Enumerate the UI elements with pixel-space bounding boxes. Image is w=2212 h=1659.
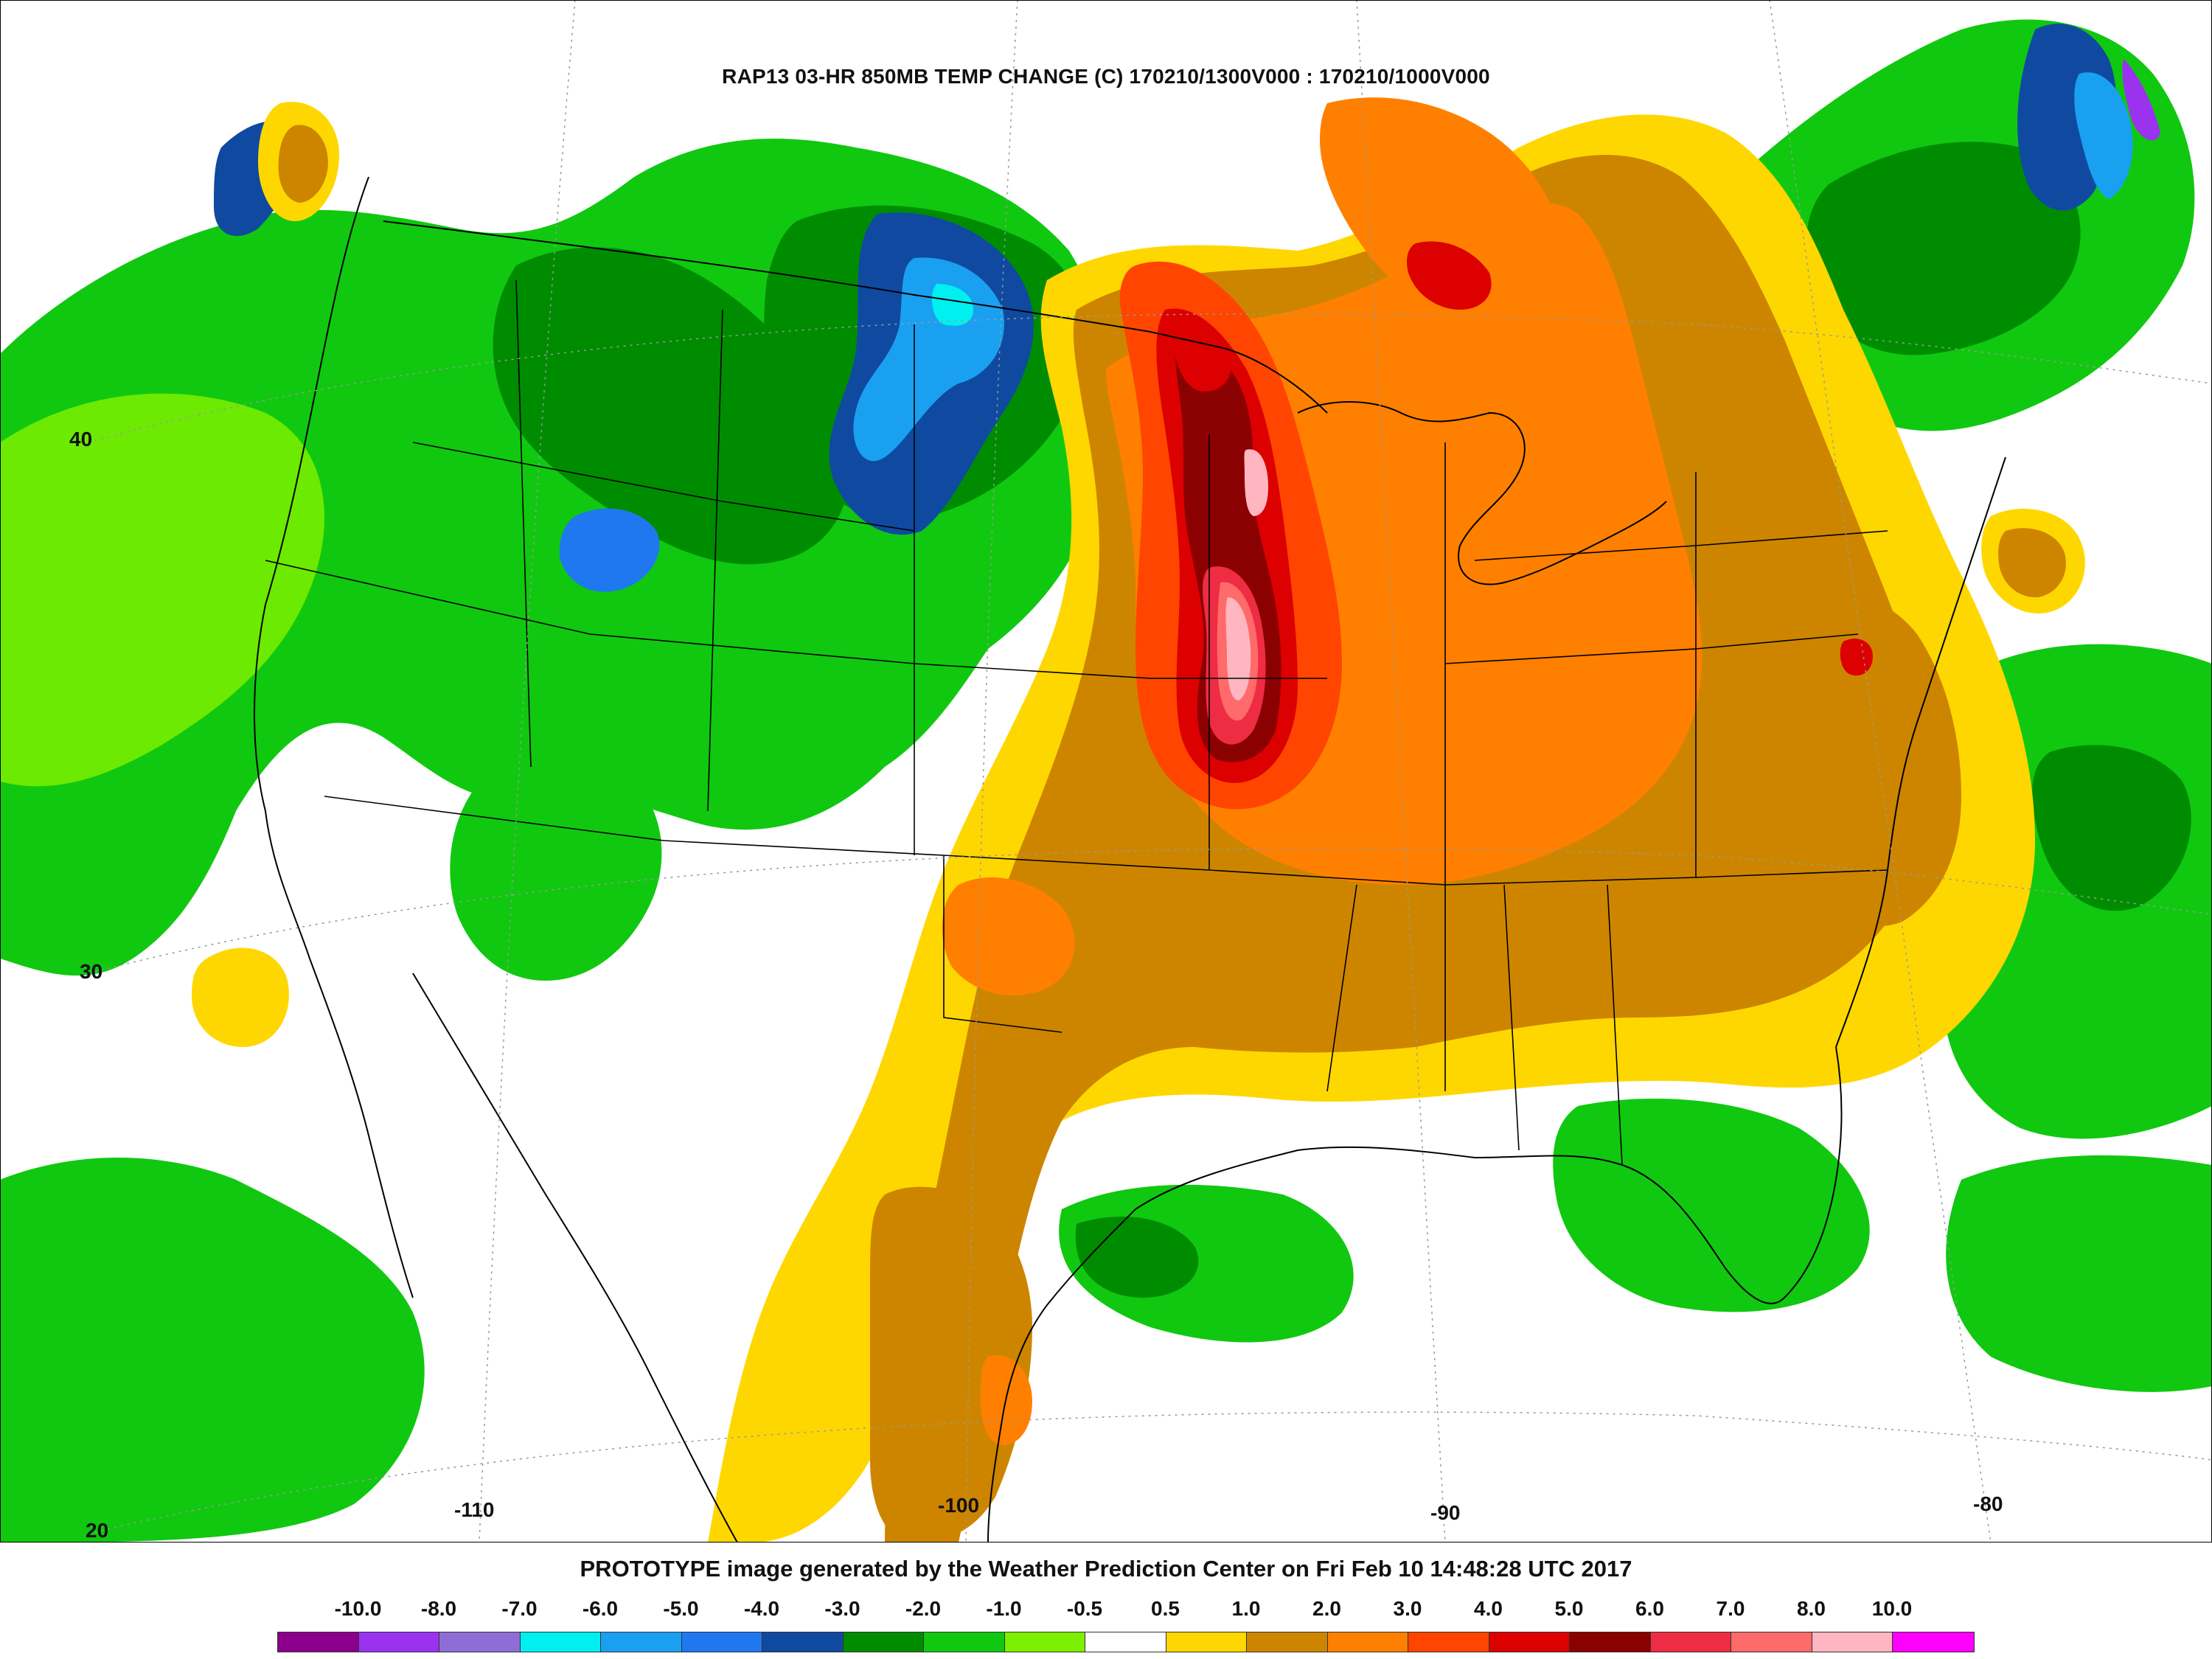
cooling-region-dakotas-cyan: [931, 284, 973, 326]
cooling-region-newengland-dark: [1806, 142, 2081, 355]
cooling-region-west-light: [0, 393, 324, 787]
lat-20-line: [88, 1411, 2212, 1534]
mexico-coast: [412, 973, 738, 1543]
lon-80-line: [1769, 0, 1992, 1543]
warming-region-texas-orange: [942, 877, 1075, 995]
legend-label: 1.0: [1231, 1597, 1261, 1620]
legend-label: -5.0: [663, 1597, 699, 1620]
texas-coast: [987, 1208, 1136, 1543]
east-coast: [1835, 456, 2006, 1048]
legend-label: -1.0: [986, 1597, 1022, 1620]
map-outlines: [254, 176, 2006, 1543]
legend-swatch: [1247, 1632, 1328, 1652]
legend-swatch: [1570, 1632, 1651, 1652]
state-lines: [265, 279, 1888, 1166]
legend-label: -8.0: [420, 1597, 457, 1620]
legend-swatch: [1085, 1632, 1166, 1652]
legend-label: -10.0: [334, 1597, 382, 1620]
legend-label: -2.0: [905, 1597, 942, 1620]
legend-swatch: [843, 1632, 924, 1652]
legend-swatch: [1731, 1632, 1812, 1652]
legend-swatch: [358, 1632, 439, 1652]
longitude-label-100: -100: [938, 1494, 980, 1517]
warming-region-red-mid: [1407, 241, 1492, 310]
warming-region-texas-tan: [870, 1186, 1032, 1543]
legend-label: 10.0: [1871, 1597, 1913, 1620]
latitude-label-30: 30: [80, 960, 103, 983]
legend-swatch: [1408, 1632, 1489, 1652]
footer-credit: PROTOTYPE image generated by the Weather…: [580, 1556, 1632, 1582]
legend-swatch: [520, 1632, 601, 1652]
legend-label: -7.0: [501, 1597, 538, 1620]
legend-label: 2.0: [1312, 1597, 1341, 1620]
cooling-region-caribbean: [1946, 1155, 2212, 1392]
west-coast: [254, 176, 369, 959]
graticule: [88, 0, 2212, 1543]
warming-region-red-north: [1173, 316, 1232, 392]
warming-region-pink-north: [1244, 449, 1268, 516]
legend-swatch: [601, 1632, 682, 1652]
legend-swatch: [1166, 1632, 1247, 1652]
cooling-region-colorado: [450, 760, 662, 981]
us-canada-border: [383, 220, 1328, 414]
gulf-coast: [1135, 1146, 1785, 1304]
cooling-region-northwest-dark: [493, 247, 849, 565]
cooling-region-mexico: [0, 1158, 425, 1543]
legend-swatch: [278, 1632, 359, 1652]
legend-labels: -10.0 -8.0 -7.0 -6.0 -5.0 -4.0 -3.0 -2.0 -1.0 -0.…: [0, 1597, 2212, 1627]
legend-label: -6.0: [582, 1597, 619, 1620]
warming-region-orange-north: [1320, 97, 1563, 317]
legend-swatch: [439, 1632, 521, 1652]
legend-swatch: [924, 1632, 1005, 1652]
legend-swatch: [1812, 1632, 1893, 1652]
warming-region-pacific-tan: [278, 125, 328, 203]
legend-label: -4.0: [743, 1597, 780, 1620]
warming-region-baja-gold: [192, 947, 289, 1047]
longitude-label-110: -110: [454, 1498, 495, 1521]
legend-swatch: [1327, 1632, 1408, 1652]
cooling-region-idaho-blue: [559, 508, 660, 592]
color-legend: [277, 1632, 1975, 1652]
legend-label: 6.0: [1635, 1597, 1664, 1620]
legend-label: 4.0: [1474, 1597, 1503, 1620]
legend-swatch: [681, 1632, 762, 1652]
legend-swatch: [1650, 1632, 1731, 1652]
legend-label: 5.0: [1554, 1597, 1584, 1620]
latitude-label-20: 20: [86, 1519, 109, 1542]
warming-region-eastcoast-tan: [1780, 594, 1961, 927]
map-title: RAP13 03-HR 850MB TEMP CHANGE (C) 170210…: [722, 65, 1490, 88]
cooling-region-florida: [1553, 1099, 1870, 1312]
latitude-label-40: 40: [69, 428, 93, 451]
warming-region-eastcoast-red: [1840, 639, 1873, 676]
legend-label: -3.0: [824, 1597, 860, 1620]
legend-swatch: [1004, 1632, 1085, 1652]
longitude-label-80: -80: [1973, 1492, 2003, 1515]
florida-peninsula: [1784, 1046, 1843, 1298]
longitude-label-90: -90: [1430, 1501, 1461, 1524]
legend-swatch: [762, 1632, 844, 1652]
legend-label: 7.0: [1716, 1597, 1745, 1620]
baja-california: [309, 958, 414, 1298]
cooling-region-atlantic-dark: [2032, 745, 2191, 911]
legend-label: 8.0: [1797, 1597, 1826, 1620]
warming-region-ontario-tan-inner: [1998, 528, 2066, 598]
legend-swatch: [1489, 1632, 1570, 1652]
legend-label: -0.5: [1066, 1597, 1103, 1620]
cooling-region-newengland-violet: [2122, 59, 2160, 141]
legend-label: 0.5: [1151, 1597, 1180, 1620]
warming-region-pink: [1225, 597, 1251, 700]
cooling-region-newengland-lightblue: [2074, 72, 2133, 199]
legend-swatch: [1893, 1632, 1974, 1652]
cooling-region-gulf-dark: [1075, 1217, 1199, 1298]
temperature-field: [0, 19, 2212, 1543]
legend-label: 3.0: [1393, 1597, 1422, 1620]
temperature-change-map: [0, 0, 2212, 1543]
